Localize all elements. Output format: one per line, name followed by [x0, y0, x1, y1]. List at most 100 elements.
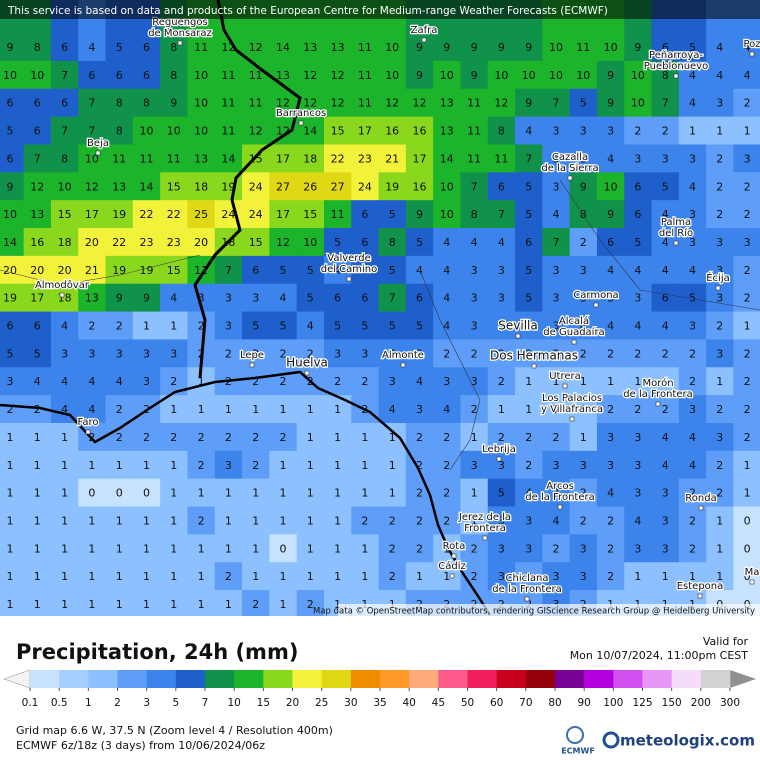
town-marker: [567, 175, 573, 181]
grid-value: 1: [662, 570, 669, 583]
grid-cell: [296, 311, 325, 340]
town-label: Huelva: [286, 356, 328, 370]
legend-label: 200: [691, 697, 711, 709]
grid-cell: [433, 562, 461, 591]
grid-cell: [50, 478, 79, 508]
grid-value: 2: [361, 375, 368, 388]
grid-value: 3: [525, 514, 532, 527]
grid-cell: [132, 228, 161, 257]
grid-value: 1: [334, 570, 341, 583]
town-label: Carmona: [573, 290, 618, 301]
grid-value: 4: [280, 292, 287, 305]
grid-cell: [296, 88, 325, 118]
grid-value: 23: [167, 236, 181, 249]
legend-swatch: [555, 670, 585, 688]
grid-cell: [296, 562, 325, 591]
grid-cell: [351, 116, 380, 145]
grid-value: 1: [116, 459, 123, 472]
grid-value: 1: [34, 570, 41, 583]
grid-value: 4: [61, 320, 68, 333]
grid-cell: [296, 339, 325, 368]
grid-cell: [0, 395, 25, 424]
grid-value: 1: [361, 459, 368, 472]
grid-value: 13: [331, 41, 345, 54]
legend-label: 300: [720, 697, 740, 709]
grid-value: 14: [3, 236, 17, 249]
grid-value: 1: [389, 431, 396, 444]
grid-value: 1: [525, 375, 532, 388]
grid-value: 0: [744, 570, 751, 583]
town-label: y Villafranca: [541, 404, 603, 415]
grid-value: 8: [170, 69, 177, 82]
grid-cell: [433, 450, 461, 480]
grid-cell: [706, 172, 734, 201]
grid-cell: [624, 506, 653, 535]
grid-value: 1: [307, 570, 314, 583]
grid-cell: [160, 590, 188, 617]
grid-value: 1: [361, 487, 368, 500]
grid-cell: [242, 590, 270, 617]
grid-cell: [269, 228, 298, 257]
grid-cell: [351, 422, 380, 452]
grid-cell: [569, 283, 598, 313]
town-marker: [400, 362, 406, 368]
grid-value: 5: [389, 320, 396, 333]
grid-cell: [433, 311, 461, 340]
grid-cell: [569, 506, 598, 535]
town-label: Palma: [661, 217, 691, 228]
grid-cell: [678, 450, 707, 480]
grid-value: 1: [61, 598, 68, 611]
grid-value: 3: [607, 431, 614, 444]
grid-cell: [542, 311, 571, 340]
grid-cell: [323, 506, 352, 535]
grid-cell: [515, 144, 543, 173]
grid-cell: [351, 478, 380, 508]
grid-value: 17: [276, 152, 290, 165]
legend-swatch: [642, 670, 672, 688]
grid-cell: [50, 255, 79, 285]
grid-value: 13: [194, 152, 208, 165]
grid-cell: [733, 228, 760, 257]
grid-cell: [132, 339, 161, 368]
grid-value: 21: [85, 264, 99, 277]
grid-cell: [351, 339, 380, 368]
grid-value: 11: [494, 152, 508, 165]
grid-cell: [187, 116, 216, 145]
grid-cell: [624, 116, 653, 145]
grid-value: 1: [307, 431, 314, 444]
grid-cell: [733, 255, 760, 285]
grid-value: 1: [443, 542, 450, 555]
grid-cell: [50, 562, 79, 591]
grid-cell: [105, 590, 134, 617]
grid-value: 4: [61, 375, 68, 388]
grid-cell: [50, 200, 79, 229]
grid-value: 1: [580, 403, 587, 416]
grid-cell: [487, 60, 516, 90]
grid-cell: [542, 450, 571, 480]
grid-cell: [515, 367, 543, 396]
grid-cell: [296, 422, 325, 452]
grid-cell: [515, 478, 543, 508]
grid-value: 1: [225, 487, 232, 500]
grid-value: 3: [607, 292, 614, 305]
grid-cell: [378, 506, 407, 535]
grid-value: 1: [88, 598, 95, 611]
grid-value: 3: [580, 542, 587, 555]
grid-value: 12: [85, 180, 99, 193]
grid-cell: [105, 562, 134, 591]
grid-value: 2: [280, 431, 287, 444]
grid-value: 1: [307, 514, 314, 527]
grid-cell: [515, 395, 543, 424]
grid-value: 1: [170, 320, 177, 333]
grid-cell: [378, 60, 407, 90]
brand[interactable]: meteologix.com: [620, 732, 755, 750]
grid-value: 12: [331, 69, 345, 82]
grid-cell: [706, 450, 734, 480]
grid-cell: [733, 339, 760, 368]
grid-cell: [596, 88, 625, 118]
grid-cell: [596, 172, 625, 201]
grid-value: 5: [252, 320, 259, 333]
grid-cell: [50, 283, 79, 313]
grid-value: 2: [389, 514, 396, 527]
grid-cell: [706, 228, 734, 257]
